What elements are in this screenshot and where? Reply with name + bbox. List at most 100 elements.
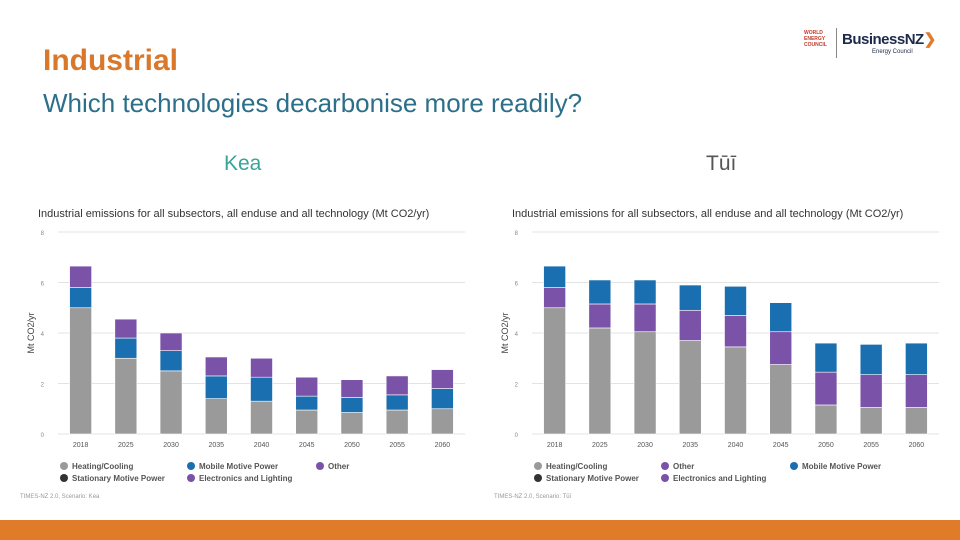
bar-heating-cooling-2025 — [588, 327, 612, 435]
y-tick-label: 8 — [515, 231, 519, 237]
legend-swatch — [790, 462, 798, 470]
arrow-icon: ❯ — [923, 31, 937, 48]
bar-other-2025 — [114, 318, 138, 339]
x-tick-label: 2025 — [592, 442, 608, 449]
bar-other-2045 — [769, 331, 793, 365]
x-tick-label: 2050 — [818, 442, 834, 449]
bar-other-2050 — [814, 371, 838, 406]
x-tick-label: 2025 — [118, 442, 134, 449]
y-tick-label: 2 — [41, 383, 45, 389]
logo-brand: BusinessNZ❯ — [842, 31, 937, 48]
y-tick-label: 0 — [41, 433, 45, 439]
logo-brand-sub: Energy Council — [872, 49, 913, 55]
bar-heating-cooling-2040 — [250, 400, 273, 435]
bar-heating-cooling-2035 — [678, 340, 702, 435]
chart-title: Industrial emissions for all subsectors,… — [38, 208, 429, 220]
bar-other-2025 — [588, 303, 612, 329]
bar-mobile-motive-power-2055 — [385, 394, 409, 411]
y-tick-label: 4 — [41, 332, 45, 338]
bar-mobile-motive-power-2050 — [340, 397, 364, 413]
bar-mobile-motive-power-2018 — [543, 265, 566, 288]
world-energy-council-mark: WORLD ENERGY COUNCIL — [804, 30, 827, 48]
legend-label: Other — [673, 462, 694, 471]
bar-mobile-motive-power-2050 — [814, 342, 838, 373]
bar-mobile-motive-power-2025 — [114, 337, 138, 359]
bar-other-2050 — [340, 379, 364, 398]
y-axis-label: Mt CO2/yr — [500, 312, 510, 353]
legend-label: Heating/Cooling — [546, 462, 607, 471]
y-tick-label: 8 — [41, 231, 45, 237]
y-tick-label: 6 — [515, 282, 519, 288]
bar-mobile-motive-power-2035 — [204, 375, 228, 399]
chart-source-kea: TIMES-NZ 2.0, Scenario: Kea — [20, 494, 100, 500]
x-tick-label: 2035 — [682, 442, 698, 449]
bar-heating-cooling-2055 — [385, 409, 409, 435]
x-tick-label: 2040 — [254, 442, 270, 449]
bar-other-2040 — [250, 357, 273, 378]
bar-heating-cooling-2025 — [114, 357, 138, 435]
bar-heating-cooling-2030 — [159, 370, 183, 435]
x-tick-label: 2055 — [863, 442, 879, 449]
bar-heating-cooling-2030 — [633, 331, 657, 435]
x-tick-label: 2035 — [208, 442, 224, 449]
legend-swatch — [187, 474, 195, 482]
x-tick-label: 2030 — [637, 442, 653, 449]
legend-label: Electronics and Lighting — [673, 474, 766, 483]
bar-mobile-motive-power-2018 — [69, 287, 92, 309]
bar-mobile-motive-power-2040 — [724, 285, 747, 316]
bar-mobile-motive-power-2060 — [431, 388, 454, 410]
bar-other-2018 — [543, 287, 566, 309]
logo-divider — [836, 28, 837, 58]
bar-heating-cooling-2050 — [814, 404, 838, 435]
legend-label: Heating/Cooling — [72, 462, 133, 471]
bar-mobile-motive-power-2030 — [159, 350, 183, 372]
legend-swatch — [661, 462, 669, 470]
legend-label: Electronics and Lighting — [199, 474, 292, 483]
y-axis-label: Mt CO2/yr — [26, 312, 36, 353]
x-tick-label: 2045 — [773, 442, 789, 449]
y-tick-label: 0 — [515, 433, 519, 439]
chart-kea: Industrial emissions for all subsectors,… — [26, 208, 465, 483]
bar-heating-cooling-2018 — [543, 307, 566, 435]
bar-heating-cooling-2035 — [204, 398, 228, 435]
y-tick-label: 2 — [515, 383, 519, 389]
x-tick-label: 2030 — [163, 442, 179, 449]
legend-swatch — [60, 462, 68, 470]
bar-heating-cooling-2045 — [769, 364, 793, 435]
legend-label: Mobile Motive Power — [802, 462, 881, 471]
bar-heating-cooling-2018 — [69, 307, 92, 435]
bar-mobile-motive-power-2030 — [633, 279, 657, 305]
bar-heating-cooling-2060 — [431, 408, 454, 435]
bar-other-2018 — [69, 265, 92, 288]
bar-other-2055 — [385, 375, 409, 396]
bar-mobile-motive-power-2040 — [250, 376, 273, 402]
legend-label: Stationary Motive Power — [72, 474, 165, 483]
bar-heating-cooling-2060 — [905, 407, 928, 435]
slide-title: Industrial — [43, 44, 179, 77]
chart-title: Industrial emissions for all subsectors,… — [512, 208, 903, 220]
footer-bar — [0, 520, 960, 540]
x-tick-label: 2060 — [909, 442, 925, 449]
bar-heating-cooling-2040 — [724, 346, 747, 435]
bar-other-2060 — [905, 374, 928, 408]
bar-other-2040 — [724, 315, 747, 348]
chart-tui: Industrial emissions for all subsectors,… — [500, 208, 939, 483]
scenario-label-kea: Kea — [224, 152, 262, 175]
x-tick-label: 2018 — [547, 442, 563, 449]
bar-mobile-motive-power-2045 — [295, 395, 319, 411]
scenario-label-tui: Tūī — [706, 152, 737, 175]
legend-label: Stationary Motive Power — [546, 474, 639, 483]
x-tick-label: 2055 — [389, 442, 405, 449]
y-tick-label: 6 — [41, 282, 45, 288]
legend-swatch — [316, 462, 324, 470]
legend-swatch — [534, 474, 542, 482]
x-tick-label: 2040 — [728, 442, 744, 449]
legend-swatch — [534, 462, 542, 470]
bar-other-2030 — [633, 303, 657, 333]
bar-other-2030 — [159, 332, 183, 351]
bar-mobile-motive-power-2025 — [588, 279, 612, 305]
bar-other-2035 — [204, 356, 228, 377]
legend-swatch — [187, 462, 195, 470]
y-tick-label: 4 — [515, 332, 519, 338]
x-tick-label: 2060 — [435, 442, 451, 449]
